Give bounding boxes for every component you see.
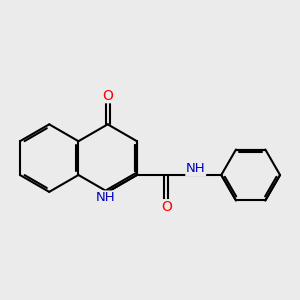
- Text: O: O: [102, 88, 113, 103]
- Text: O: O: [161, 200, 172, 214]
- Text: NH: NH: [95, 191, 115, 204]
- Text: NH: NH: [186, 162, 206, 176]
